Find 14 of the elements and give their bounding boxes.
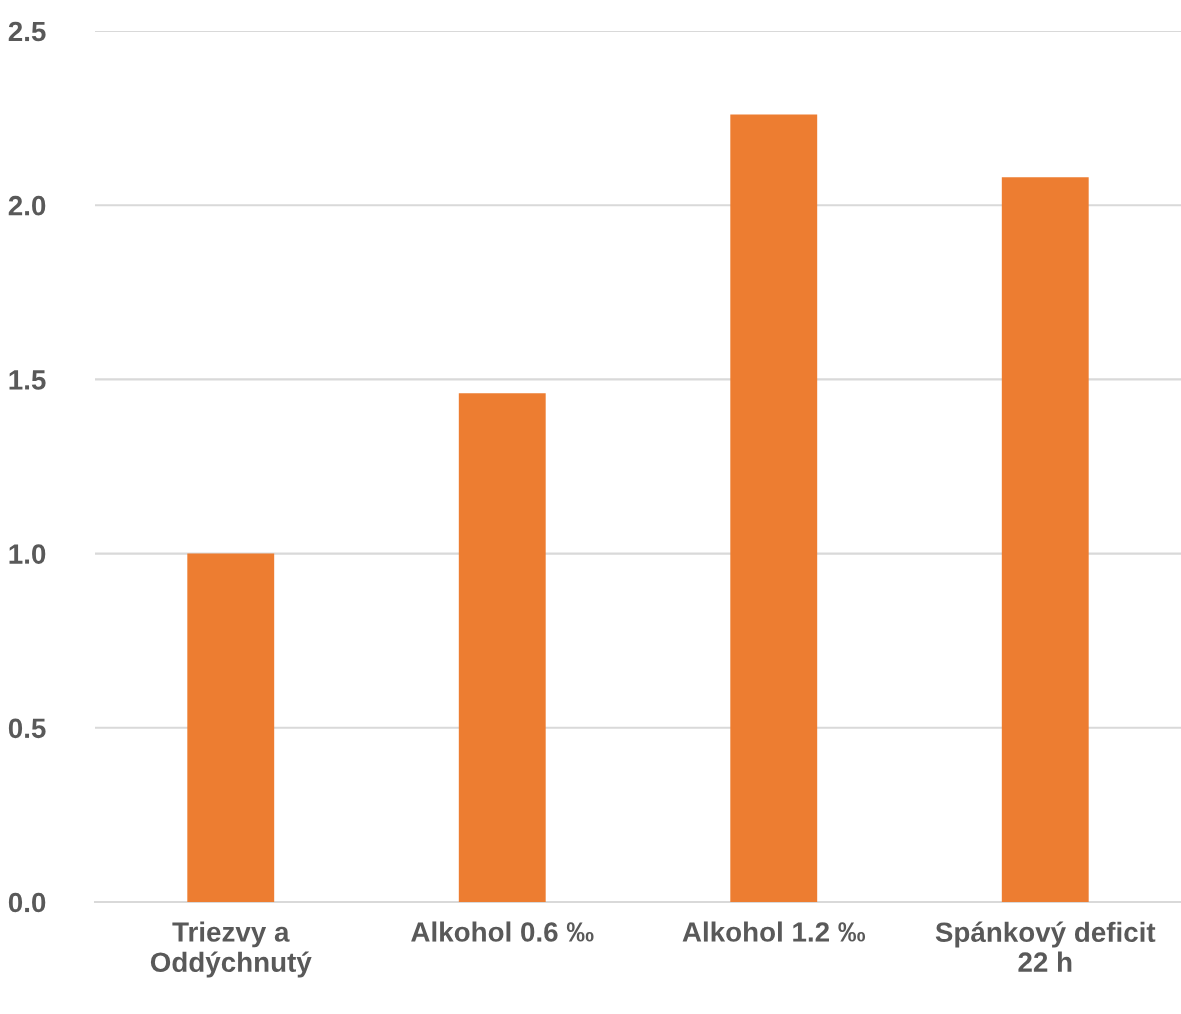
x-tick-label: Alkohol 0.6 ‰: [411, 921, 594, 942]
y-tick-label: 2.5: [8, 21, 46, 42]
bar: [187, 553, 275, 902]
x-tick-label: Triezvy a Oddýchnutý: [150, 921, 312, 978]
x-tick-label: Alkohol 1.2 ‰: [682, 921, 866, 942]
y-tick-label: 0.0: [8, 892, 46, 913]
x-tick-label: Spánkový deficit 22 h: [935, 921, 1156, 972]
y-tick-label: 0.5: [8, 718, 46, 739]
bar: [1001, 177, 1089, 902]
y-tick-label: 1.0: [9, 544, 46, 564]
y-tick-label: 2.0: [8, 195, 46, 216]
bar: [458, 393, 546, 902]
y-tick-label: 1.5: [9, 370, 46, 390]
bar: [730, 114, 818, 902]
